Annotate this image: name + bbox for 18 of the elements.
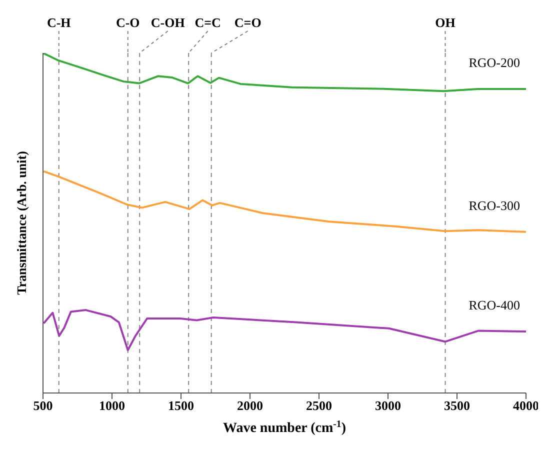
x-tick-label: 1500 — [168, 398, 194, 414]
y-axis-title: Transmittance (Arb. unit) — [14, 151, 29, 295]
series-label: RGO-400 — [468, 297, 520, 312]
x-tick-label: 2500 — [306, 398, 332, 414]
x-tick-label: 3000 — [375, 398, 401, 414]
x-tick-label: 500 — [33, 398, 53, 414]
series-label: RGO-200 — [468, 55, 520, 70]
ref-line-label: C=C — [194, 15, 221, 30]
ref-line-label: C-O — [116, 15, 140, 30]
x-tick-label: 2000 — [237, 398, 263, 414]
x-tick-label: 1000 — [99, 398, 125, 414]
ref-line-label: C=O — [234, 15, 262, 30]
series-label: RGO-300 — [468, 198, 520, 213]
ref-line-label: OH — [435, 15, 456, 30]
x-axis-title: Wave number (cm$^{-1}$) — [222, 418, 346, 436]
ref-line-label: C-H — [46, 15, 71, 30]
x-tick-label: 3500 — [444, 398, 470, 414]
ref-line-label: C-OH — [150, 15, 185, 30]
